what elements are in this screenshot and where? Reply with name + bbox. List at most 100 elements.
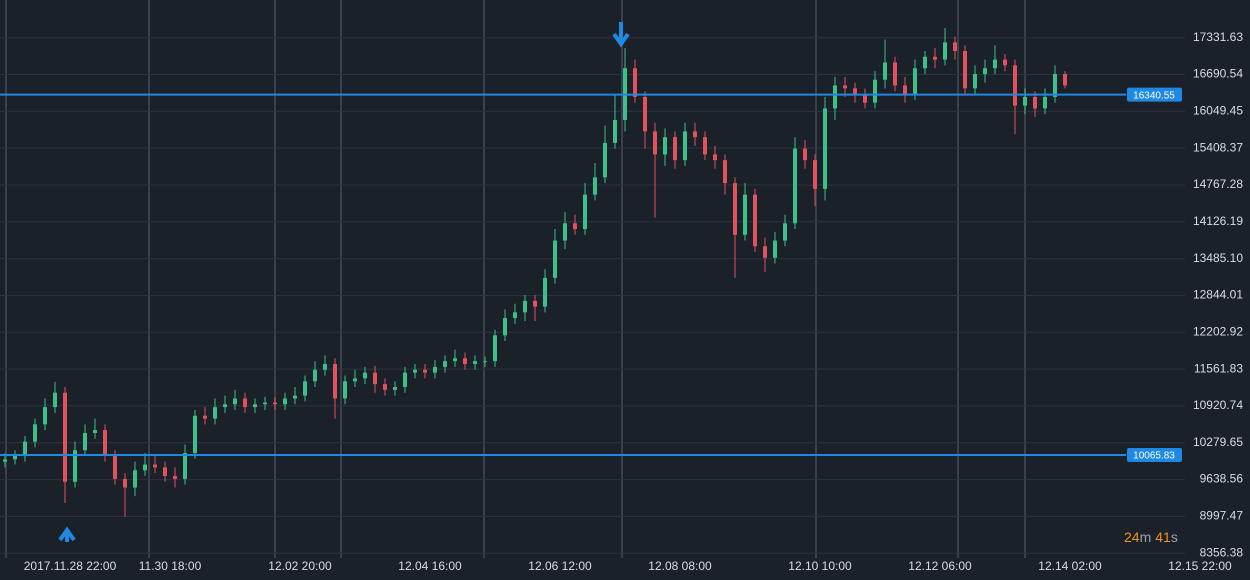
x-tick-label: 12.10 10:00: [788, 559, 852, 573]
candle-body: [423, 369, 427, 373]
candle-body: [833, 85, 837, 109]
candle-body: [243, 398, 247, 408]
candle-body: [773, 240, 777, 258]
candle-body: [273, 402, 277, 405]
y-tick-label: 14767.28: [1193, 177, 1243, 191]
y-tick-label: 13485.10: [1193, 251, 1243, 265]
buy-arrow: [58, 526, 76, 542]
candle-body: [393, 387, 397, 390]
candle-body: [873, 79, 877, 103]
candle-body: [843, 85, 847, 89]
y-tick-label: 9638.56: [1200, 472, 1244, 486]
candle-body: [663, 137, 667, 155]
candle-body: [123, 478, 127, 488]
y-tick-label: 12202.92: [1193, 324, 1243, 338]
candle-body: [133, 470, 137, 488]
candle-body: [783, 223, 787, 241]
candle-body: [993, 59, 997, 69]
candle-body: [1033, 96, 1037, 109]
candle-body: [503, 318, 507, 336]
candle-body: [63, 392, 67, 482]
candle-body: [643, 96, 647, 132]
candle-body: [173, 476, 177, 479]
candle-body: [713, 154, 717, 161]
candle-body: [73, 450, 77, 482]
candle-body: [1023, 96, 1027, 106]
candle-body: [633, 68, 637, 97]
candle-body: [403, 372, 407, 388]
candle-body: [893, 62, 897, 86]
y-tick-label: 8997.47: [1200, 509, 1244, 523]
candle-body: [693, 131, 697, 138]
candle-body: [673, 137, 677, 161]
candle-body: [443, 361, 447, 367]
candle-body: [733, 183, 737, 235]
candle-body: [543, 277, 547, 307]
y-tick-label: 11561.83: [1194, 361, 1243, 375]
candle-body: [983, 68, 987, 74]
candle-body: [1043, 96, 1047, 109]
candle-body: [413, 369, 417, 373]
x-tick-label: 12.14 02:00: [1038, 559, 1102, 573]
candle-body: [143, 464, 147, 471]
candle-body: [293, 395, 297, 399]
candle-body: [353, 378, 357, 382]
candle-body: [963, 51, 967, 89]
candle-body: [523, 300, 527, 313]
candle-body: [743, 194, 747, 235]
candle-body: [883, 62, 887, 80]
candle-body: [43, 407, 47, 425]
candle-body: [313, 369, 317, 382]
candle-body: [83, 432, 87, 451]
y-tick-label: 10279.65: [1193, 435, 1243, 449]
candle-body: [23, 441, 27, 456]
y-tick-label: 10920.74: [1193, 398, 1243, 412]
candle-body: [863, 94, 867, 103]
candle-body: [973, 73, 977, 89]
candle-body: [793, 148, 797, 224]
candle-body: [3, 459, 7, 462]
candle-body: [913, 68, 917, 95]
timer-unit: s: [1171, 529, 1178, 545]
x-tick-label: 12.02 20:00: [268, 559, 332, 573]
sell-arrow: [612, 22, 630, 48]
candle-body: [253, 404, 257, 408]
candle-body: [213, 407, 217, 419]
timer-unit: m: [1140, 529, 1152, 545]
candle-body: [233, 398, 237, 405]
candle-body: [1063, 73, 1067, 86]
candle-body: [13, 455, 17, 460]
candle-body: [933, 56, 937, 60]
x-tick-label: 12.12 06:00: [908, 559, 972, 573]
candle-body: [803, 148, 807, 161]
candle-body: [763, 246, 767, 258]
x-tick-label: 12.15 22:00: [1168, 559, 1232, 573]
x-tick-label: 12.04 16:00: [398, 559, 462, 573]
candle-body: [563, 223, 567, 241]
candle-body: [473, 361, 477, 365]
candle-body: [223, 404, 227, 408]
candle-body: [703, 137, 707, 155]
candle-body: [153, 464, 157, 468]
candle-body: [813, 160, 817, 189]
price-line-label: 16340.55: [1133, 90, 1175, 101]
candle-body: [373, 372, 377, 385]
candle-body: [53, 392, 57, 408]
y-tick-label: 12844.01: [1193, 288, 1243, 302]
candle-body: [853, 88, 857, 95]
candle-body: [183, 453, 187, 479]
candle-body: [573, 223, 577, 230]
candle-body: [923, 56, 927, 69]
candle-body: [113, 455, 117, 479]
candle-body: [93, 430, 97, 433]
candle-body: [193, 415, 197, 454]
candle-body: [283, 398, 287, 405]
price-line-tag: [1127, 448, 1182, 463]
candle-body: [103, 430, 107, 456]
y-tick-label: 8356.38: [1200, 545, 1244, 559]
x-tick-label: 2017.11.28 22:00: [24, 559, 117, 573]
price-line-tag: [1127, 87, 1182, 102]
candle-body: [653, 131, 657, 155]
candle-body: [1053, 73, 1057, 97]
